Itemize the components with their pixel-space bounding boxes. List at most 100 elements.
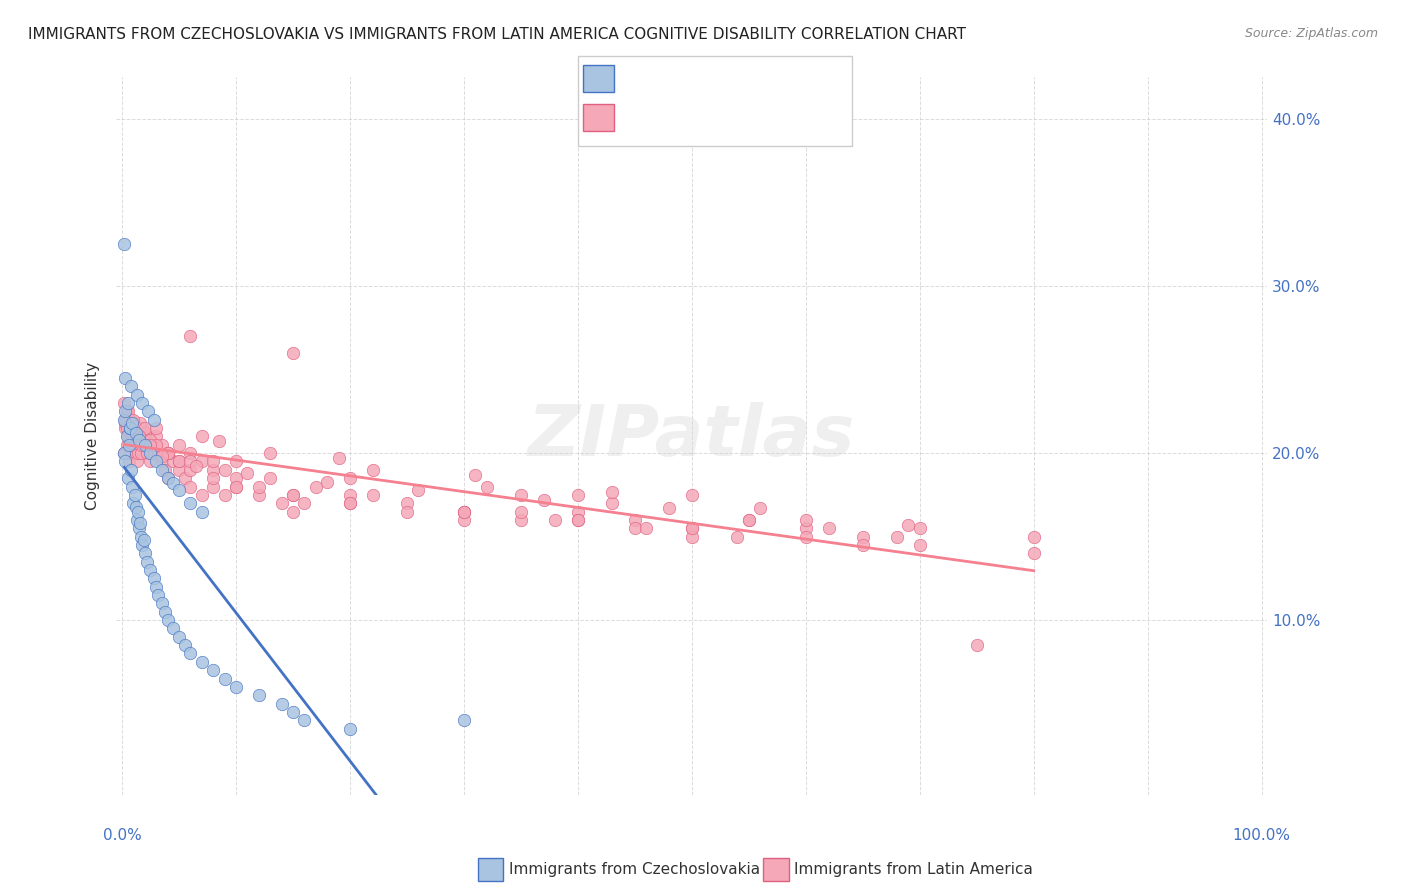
Point <box>115 404 138 418</box>
Point <box>124 446 146 460</box>
Point <box>167 454 190 468</box>
Point <box>167 483 190 497</box>
Point <box>897 517 920 532</box>
Point <box>127 446 149 460</box>
Point <box>225 471 247 485</box>
Point <box>190 454 212 468</box>
Text: Immigrants from Latin America: Immigrants from Latin America <box>794 863 1033 877</box>
Point <box>738 513 761 527</box>
Point <box>132 533 155 547</box>
Point <box>395 496 418 510</box>
Point <box>134 421 156 435</box>
Point <box>225 479 247 493</box>
Point <box>567 513 589 527</box>
Point <box>600 484 623 499</box>
Point <box>131 446 153 460</box>
Point <box>179 454 201 468</box>
Point <box>156 446 179 460</box>
Point <box>567 505 589 519</box>
Point <box>270 697 292 711</box>
Point <box>167 438 190 452</box>
Point <box>270 496 292 510</box>
Point <box>118 454 141 468</box>
Point <box>681 521 703 535</box>
Point <box>886 530 908 544</box>
Point <box>122 413 145 427</box>
Point <box>190 429 212 443</box>
Point <box>179 647 201 661</box>
Point <box>131 530 153 544</box>
Point <box>139 563 162 577</box>
Point <box>738 513 761 527</box>
Point <box>150 454 173 468</box>
Y-axis label: Cognitive Disability: Cognitive Disability <box>86 362 100 510</box>
Point <box>129 516 152 531</box>
Point <box>281 488 304 502</box>
Point <box>533 492 555 507</box>
Point <box>167 454 190 468</box>
Point <box>128 429 150 443</box>
Point <box>202 663 225 677</box>
Point <box>134 429 156 443</box>
Point <box>156 471 179 485</box>
Point <box>128 521 150 535</box>
Point <box>120 463 142 477</box>
Point <box>208 434 231 449</box>
Point <box>131 396 153 410</box>
Point <box>225 454 247 468</box>
Point <box>908 521 931 535</box>
Point <box>145 421 167 435</box>
Point <box>179 446 201 460</box>
Point <box>225 680 247 694</box>
Point <box>636 521 658 535</box>
Point <box>124 438 146 452</box>
Point <box>395 505 418 519</box>
Point <box>339 496 361 510</box>
Point <box>117 396 139 410</box>
Point <box>544 513 567 527</box>
Point <box>162 476 184 491</box>
Point <box>131 538 153 552</box>
Point <box>125 513 148 527</box>
Point <box>112 237 135 252</box>
Point <box>118 421 141 435</box>
Point <box>129 438 152 452</box>
Point <box>509 488 531 502</box>
Point <box>259 471 281 485</box>
Point <box>190 655 212 669</box>
Point <box>214 463 236 477</box>
Point <box>624 513 647 527</box>
Point <box>114 371 136 385</box>
Point <box>453 505 475 519</box>
Point <box>725 530 748 544</box>
Point <box>316 475 339 489</box>
Text: 0.0%: 0.0% <box>103 828 142 843</box>
Point <box>179 463 201 477</box>
Point <box>167 630 190 644</box>
Point <box>328 451 350 466</box>
Point <box>475 479 498 493</box>
Point <box>794 513 817 527</box>
Point <box>156 471 179 485</box>
Point <box>115 421 138 435</box>
Text: Immigrants from Czechoslovakia: Immigrants from Czechoslovakia <box>509 863 761 877</box>
Point <box>145 429 167 443</box>
Point <box>120 413 142 427</box>
Point <box>122 429 145 443</box>
Point <box>125 454 148 468</box>
Point <box>464 467 486 482</box>
Point <box>124 426 146 441</box>
Point <box>162 454 184 468</box>
Point <box>145 438 167 452</box>
Point <box>214 672 236 686</box>
Point <box>339 471 361 485</box>
Point <box>136 446 159 460</box>
Text: R = -0.391   N = 149: R = -0.391 N = 149 <box>623 102 827 120</box>
Point <box>179 496 201 510</box>
Point <box>114 454 136 468</box>
Point <box>281 346 304 360</box>
Point <box>794 530 817 544</box>
Point <box>124 488 146 502</box>
Text: IMMIGRANTS FROM CZECHOSLOVAKIA VS IMMIGRANTS FROM LATIN AMERICA COGNITIVE DISABI: IMMIGRANTS FROM CZECHOSLOVAKIA VS IMMIGR… <box>28 27 966 42</box>
Point <box>202 471 225 485</box>
